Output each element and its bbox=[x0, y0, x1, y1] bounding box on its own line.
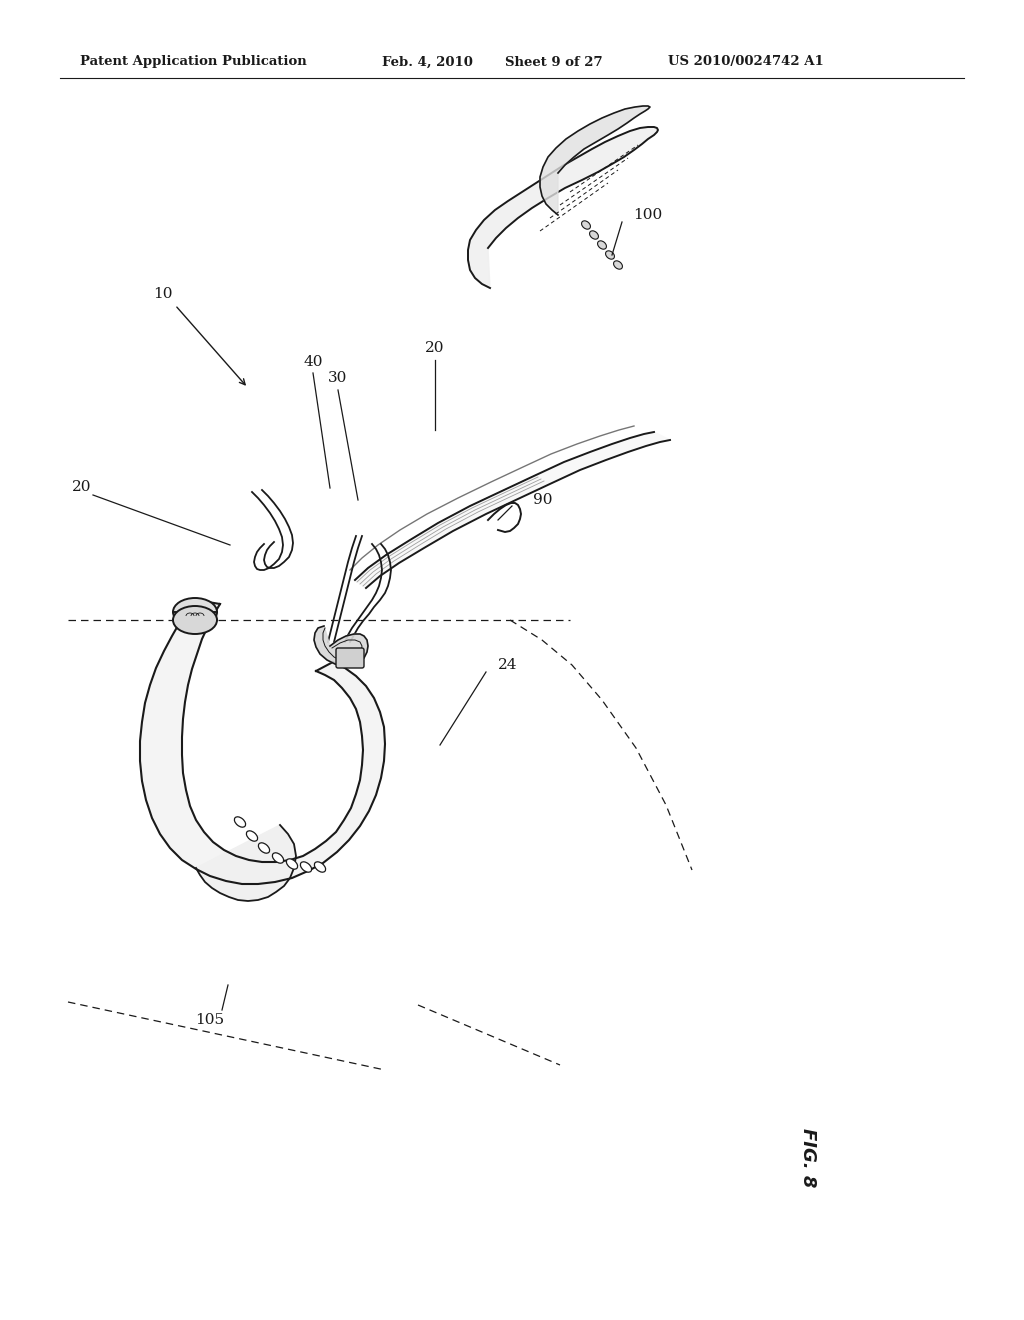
Text: 90: 90 bbox=[534, 492, 553, 507]
Polygon shape bbox=[355, 432, 670, 587]
Ellipse shape bbox=[173, 606, 217, 634]
Ellipse shape bbox=[314, 862, 326, 873]
Ellipse shape bbox=[590, 231, 598, 239]
Ellipse shape bbox=[173, 598, 217, 626]
Polygon shape bbox=[173, 612, 217, 620]
Text: 40: 40 bbox=[303, 355, 323, 370]
Text: 100: 100 bbox=[634, 209, 663, 222]
Text: 10: 10 bbox=[154, 286, 173, 301]
Text: US 2010/0024742 A1: US 2010/0024742 A1 bbox=[668, 55, 823, 69]
Text: FIG. 8: FIG. 8 bbox=[799, 1129, 817, 1188]
Polygon shape bbox=[468, 127, 658, 288]
Text: 105: 105 bbox=[196, 1012, 224, 1027]
Ellipse shape bbox=[598, 240, 606, 249]
Ellipse shape bbox=[613, 261, 623, 269]
Ellipse shape bbox=[258, 842, 269, 853]
Text: Sheet 9 of 27: Sheet 9 of 27 bbox=[505, 55, 603, 69]
Text: 30: 30 bbox=[329, 371, 348, 385]
Polygon shape bbox=[540, 106, 650, 215]
Ellipse shape bbox=[582, 220, 591, 230]
Polygon shape bbox=[140, 601, 385, 884]
Text: 20: 20 bbox=[425, 341, 444, 355]
Text: Patent Application Publication: Patent Application Publication bbox=[80, 55, 307, 69]
Text: Feb. 4, 2010: Feb. 4, 2010 bbox=[382, 55, 473, 69]
Ellipse shape bbox=[300, 862, 311, 873]
Ellipse shape bbox=[234, 817, 246, 828]
FancyBboxPatch shape bbox=[336, 648, 364, 668]
Text: 24: 24 bbox=[499, 657, 518, 672]
Polygon shape bbox=[196, 825, 296, 902]
Ellipse shape bbox=[287, 859, 298, 869]
Text: 20: 20 bbox=[73, 480, 92, 494]
Ellipse shape bbox=[605, 251, 614, 259]
Ellipse shape bbox=[272, 853, 284, 863]
Ellipse shape bbox=[247, 830, 258, 841]
Polygon shape bbox=[314, 626, 368, 667]
